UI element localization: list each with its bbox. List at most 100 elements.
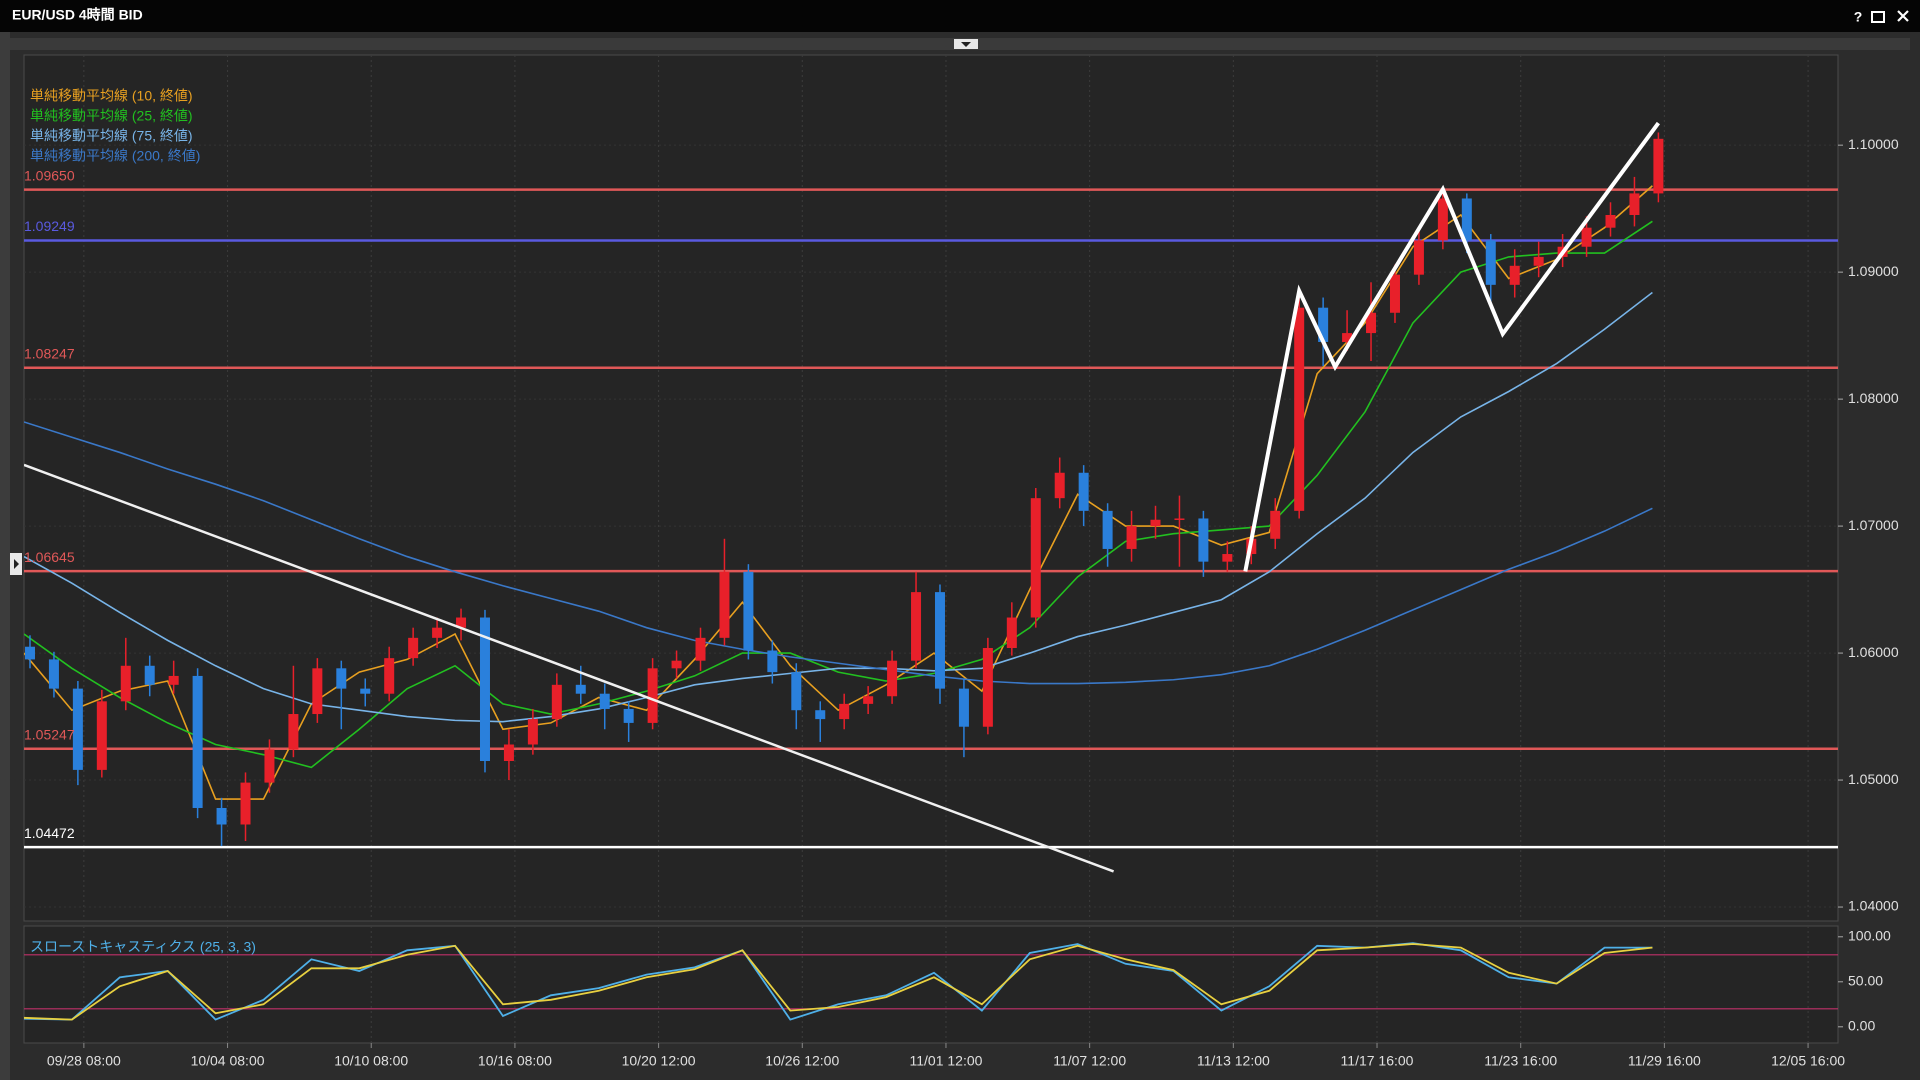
labels: 09/28 08:00 10/04 08:00 10/10 08:00 10/16 0… <box>24 88 1899 1069</box>
main-panel <box>23 54 1839 922</box>
candle-body <box>1150 519 1161 527</box>
y-tick-label: 1.06000 <box>1848 644 1899 660</box>
x-tick-label: 11/23 16:00 <box>1484 1053 1557 1069</box>
y-tick-label: 1.05000 <box>1848 771 1899 787</box>
candle-body <box>456 617 467 628</box>
candle-body <box>1509 265 1520 285</box>
candle-body <box>336 668 347 689</box>
candle-body <box>863 696 874 704</box>
x-tick-label: 11/07 12:00 <box>1053 1053 1126 1069</box>
close-button[interactable] <box>1897 10 1909 22</box>
help-button[interactable]: ? <box>1854 9 1863 25</box>
candle-body <box>1318 307 1329 342</box>
candle-body <box>911 592 922 661</box>
candle-body <box>934 592 945 689</box>
candle-body <box>1413 240 1424 275</box>
y-tick-label: 1.07000 <box>1848 517 1899 533</box>
candle-body <box>360 688 371 694</box>
candle-body <box>192 675 203 808</box>
stochastic-title: スローストキャスティクス (25, 3, 3) <box>30 939 256 955</box>
candle-body <box>264 749 275 783</box>
y-tick-label: 1.08000 <box>1848 390 1899 406</box>
trend-drawing <box>24 463 1115 873</box>
candle-body <box>1581 227 1592 247</box>
moving-average <box>24 291 1653 723</box>
title-bar <box>0 0 1920 32</box>
candle-body <box>1294 307 1305 511</box>
x-tick-label: 11/13 12:00 <box>1197 1053 1270 1069</box>
candle-body <box>1366 312 1377 334</box>
x-tick-label: 10/04 08:00 <box>191 1053 265 1069</box>
window-title: EUR/USD 4時間 BID <box>12 7 143 23</box>
x-tick-label: 10/26 12:00 <box>765 1053 839 1069</box>
x-tick-label: 11/01 12:00 <box>910 1053 983 1069</box>
candle-body <box>575 684 586 694</box>
left-gutter <box>0 32 10 1080</box>
candle-body <box>1054 472 1065 499</box>
candle-body <box>432 627 443 638</box>
candle-body <box>767 650 778 673</box>
level-label: 1.09249 <box>24 218 75 234</box>
moving-average <box>24 220 1653 769</box>
x-tick-label: 10/16 08:00 <box>478 1053 552 1069</box>
candle-body <box>551 684 562 720</box>
candle-body <box>1653 138 1664 194</box>
candle-body <box>1533 256 1544 266</box>
candle-body <box>1629 193 1640 215</box>
level-label: 1.09650 <box>24 167 75 183</box>
candle-body <box>958 688 969 727</box>
candle-body <box>1485 240 1496 285</box>
candle-body <box>982 647 993 727</box>
candle-body <box>1006 617 1017 648</box>
candle-body <box>312 668 323 715</box>
candle-body <box>48 659 59 689</box>
candle-body <box>1102 510 1113 549</box>
candle-body <box>96 701 107 770</box>
candle-body <box>695 637 706 661</box>
stochastic-panel <box>23 925 1839 1044</box>
stochastic-plot <box>24 942 1838 1021</box>
legend-entry: 単純移動平均線 (10, 終値) <box>30 88 193 104</box>
candle-body <box>479 617 490 762</box>
stochastic-line <box>24 943 1653 1021</box>
x-tick-label: 10/10 08:00 <box>334 1053 408 1069</box>
candle-body <box>887 660 898 697</box>
candle-body <box>719 571 730 638</box>
candle-body <box>144 665 155 685</box>
candle-body <box>1126 526 1137 549</box>
candle-body <box>1222 554 1233 562</box>
level-label: 1.05247 <box>24 726 75 742</box>
candle-body <box>647 668 658 723</box>
stoch-y-tick-label: 50.00 <box>1848 973 1883 989</box>
x-tick-label: 09/28 08:00 <box>47 1053 121 1069</box>
candle-body <box>503 744 514 762</box>
legend-entry: 単純移動平均線 (25, 終値) <box>30 108 193 124</box>
candle-body <box>599 693 610 709</box>
moving-average <box>24 421 1653 685</box>
maximize-button[interactable] <box>1871 11 1885 23</box>
candle-body <box>1270 510 1281 539</box>
candle-body <box>671 660 682 669</box>
grid <box>24 55 1838 1043</box>
x-tick-label: 11/17 16:00 <box>1341 1053 1414 1069</box>
candle-body <box>120 665 131 702</box>
candle-body <box>1030 498 1041 618</box>
candle-body <box>815 710 826 720</box>
level-label: 1.08247 <box>24 345 75 361</box>
candle-body <box>1174 518 1185 520</box>
y-tick-label: 1.04000 <box>1848 898 1899 914</box>
candle-body <box>1389 274 1400 313</box>
price-plot <box>24 121 1838 873</box>
y-tick-label: 1.10000 <box>1848 136 1899 152</box>
candle-body <box>839 703 850 720</box>
stoch-y-tick-label: 0.00 <box>1848 1018 1875 1034</box>
candle-body <box>527 719 538 745</box>
legend-entry: 単純移動平均線 (75, 終値) <box>30 128 193 144</box>
candle-body <box>1342 333 1353 342</box>
candle-body <box>1078 472 1089 511</box>
candle-body <box>743 571 754 651</box>
candle-body <box>1198 518 1209 562</box>
candle-body <box>168 675 179 685</box>
